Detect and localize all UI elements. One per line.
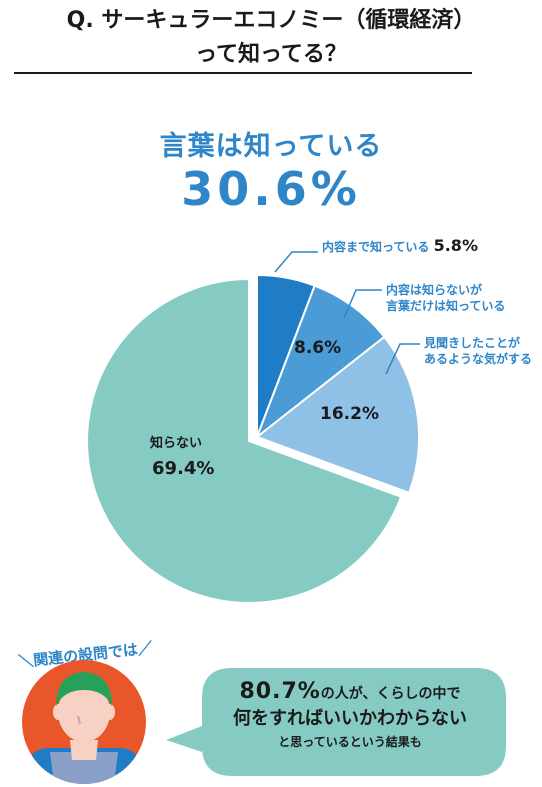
- pie-slice-1: [254, 284, 386, 441]
- pie-slices: [86, 273, 420, 604]
- bubble-line-1: 80.7%の人が、くらしの中で: [200, 680, 500, 706]
- slice-1-value-label: 8.6%: [294, 338, 342, 358]
- annotation-slice-1-line-2: 言葉だけは知っている: [386, 299, 506, 313]
- leader-line-0: [274, 251, 318, 273]
- bubble-line-2: 何をすればいいかわからない: [233, 708, 467, 729]
- speech-bubble: [166, 668, 506, 776]
- slice-3-name-label: 知らない: [150, 436, 203, 451]
- annotation-slice-0-value: 5.8%: [433, 236, 478, 255]
- slice-3-value-label: 69.4%: [152, 458, 215, 479]
- known-label: 言葉は知っている: [159, 131, 383, 162]
- person-avatar-icon: [22, 660, 146, 784]
- leader-line-1: [343, 289, 382, 319]
- annotation-slice-1: 内容は知らないが 言葉だけは知っている: [386, 282, 505, 314]
- slice-2-value-label: 16.2%: [320, 404, 379, 424]
- bubble-line-1-rest: の人が、くらしの中で: [320, 686, 461, 702]
- annotation-slice-1-line-1: 内容は知らないが: [386, 283, 483, 297]
- annotation-slice-2-line-2: あるような気がする: [424, 352, 533, 366]
- bubble-line-3: と思っているという結果も: [278, 735, 422, 749]
- leader-line-2: [385, 343, 420, 375]
- pie-slice-2: [254, 335, 420, 495]
- leader-lines: [274, 251, 420, 375]
- title-underline: [14, 72, 472, 74]
- pie-slice-3: [86, 277, 403, 604]
- bubble-percent: 80.7%: [239, 679, 321, 704]
- question-line-1: Q. サーキュラーエコノミー（循環経済）: [66, 8, 476, 33]
- known-value: 30.6%: [181, 162, 361, 216]
- annotation-slice-2: 見聞きしたことが あるような気がする: [424, 335, 532, 367]
- annotation-slice-0-label: 内容まで知っている: [322, 240, 430, 254]
- question-title: Q. サーキュラーエコノミー（循環経済） って知ってる？: [0, 4, 542, 72]
- bubble-text: 80.7%の人が、くらしの中で 何をすればいいかわからない と思っているという結…: [200, 680, 500, 752]
- question-line-2: って知ってる？: [195, 42, 347, 67]
- annotation-slice-2-line-1: 見聞きしたことが: [424, 336, 521, 350]
- annotation-slice-0: 内容まで知っている 5.8%: [322, 238, 478, 255]
